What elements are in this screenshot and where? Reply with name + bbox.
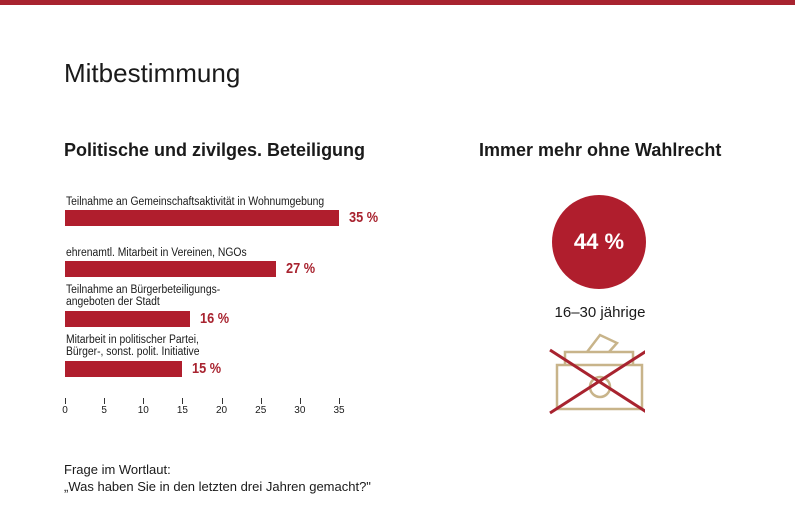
x-tick [104,398,106,404]
bar-value-label: 27 % [286,260,316,277]
bar [65,361,183,377]
bar-value-label: 16 % [200,310,230,327]
x-tick-label: 5 [101,405,107,416]
crossed-out-ballot-box-icon [549,333,645,415]
bar-category-label: ehrenamtl. Mitarbeit in Vereinen, NGOs [66,247,247,259]
x-tick-label: 30 [294,405,306,416]
x-tick-label: 35 [333,405,345,416]
bar-category-label: angeboten der Stadt [66,296,160,308]
bar-chart-title: Politische und zivilges. Beteiligung [64,140,366,160]
x-tick [143,398,145,404]
x-tick [65,398,66,404]
bar-category-label: Bürger-, sonst. polit. Initiative [66,346,200,358]
x-tick [299,398,301,404]
bar-category-label: Teilnahme an Gemeinschaftsaktivität in W… [66,196,325,208]
right-panel-title: Immer mehr ohne Wahlrecht [479,140,722,160]
bar [65,210,339,226]
x-tick [182,398,184,404]
x-tick-label: 10 [137,405,149,416]
percentage-circle: 44 % [552,195,646,289]
question-label: Frage im Wortlaut: [64,462,171,477]
bar [65,311,191,327]
x-tick-label: 0 [62,405,68,416]
age-caption: 16–30 jährige [554,304,646,321]
x-tick [221,398,223,404]
question-text: „Was haben Sie in den letzten drei Jahre… [64,479,371,494]
x-tick [339,398,340,404]
bar-value-label: 35 % [349,209,379,226]
top-accent-bar [0,0,795,5]
page-title: Mitbestimmung [64,58,241,88]
bar-value-label: 15 % [192,360,222,377]
circle-value: 44 % [573,229,625,254]
bar-category-label: Mitarbeit in politischer Partei, [66,334,199,346]
x-tick-label: 25 [255,405,267,416]
bar-category-label: Teilnahme an Bürgerbeteiligungs- [66,284,221,296]
x-tick [260,398,262,404]
x-tick-label: 20 [216,405,228,416]
x-tick-label: 15 [176,405,188,416]
bar [65,261,277,277]
